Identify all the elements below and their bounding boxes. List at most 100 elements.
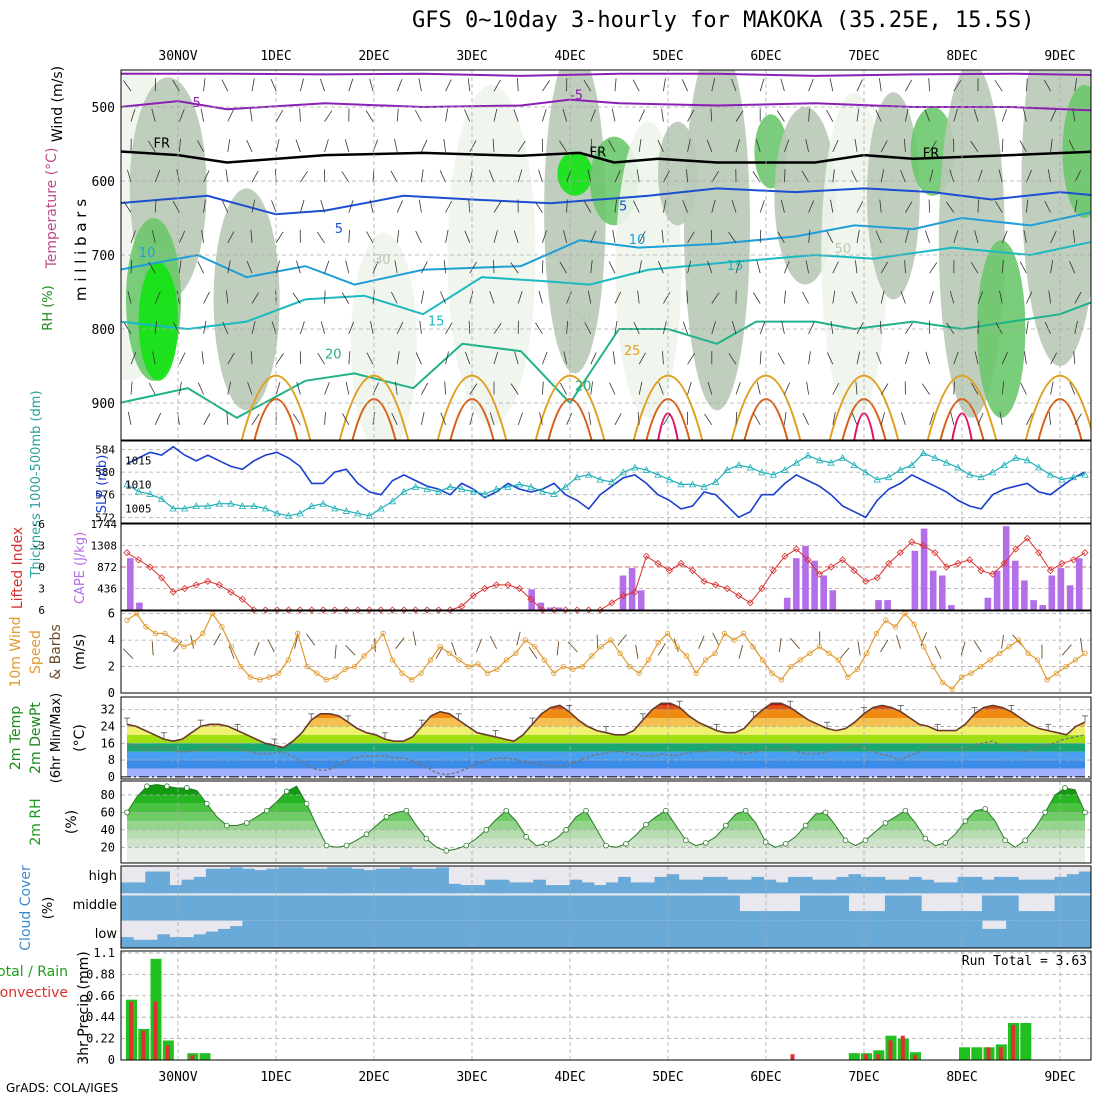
rh-shading bbox=[447, 84, 536, 426]
lifted-marker bbox=[896, 549, 904, 557]
lifted-marker bbox=[1058, 559, 1066, 567]
slp-marker bbox=[342, 507, 350, 514]
wind-speed-marker bbox=[807, 650, 813, 657]
upper-wind-barb bbox=[704, 413, 713, 426]
upper-wind-barb bbox=[953, 80, 962, 92]
upper-wind-barb bbox=[687, 381, 692, 395]
cloud-high-bar bbox=[145, 871, 158, 894]
wind-speed-marker bbox=[389, 657, 396, 663]
wind-speed-marker bbox=[977, 663, 984, 670]
wind10-barb bbox=[334, 644, 337, 659]
slp-marker bbox=[423, 485, 431, 493]
cloud-middle-bar bbox=[848, 911, 862, 921]
upper-wind-barb bbox=[759, 351, 762, 365]
upper-wind-barb bbox=[661, 229, 664, 243]
wind10-barb bbox=[556, 641, 560, 656]
upper-wind-barb bbox=[590, 109, 596, 122]
date-tick-bottom: 2DEC bbox=[358, 1070, 389, 1085]
cloud-high-bar bbox=[484, 879, 498, 894]
upper-wind-barb bbox=[366, 352, 374, 365]
rh-marker bbox=[1002, 837, 1008, 844]
date-tick-top: 5DEC bbox=[652, 49, 683, 64]
temp-contour-25 bbox=[926, 374, 998, 440]
temp-tick-label: 24 bbox=[101, 719, 115, 733]
upper-wind-barb bbox=[369, 78, 374, 92]
wind-speed-marker bbox=[731, 637, 737, 643]
upper-wind-barb bbox=[562, 108, 567, 122]
upper-wind-barb bbox=[784, 290, 786, 304]
upper-wind-barb bbox=[227, 231, 235, 244]
cloud-high-bar bbox=[715, 876, 728, 894]
precip-tick-label: 0.88 bbox=[86, 967, 115, 981]
wind-speed-marker bbox=[797, 657, 804, 663]
upper-wind-barb bbox=[538, 169, 543, 183]
temp-band bbox=[127, 703, 1085, 706]
upper-wind-barb bbox=[488, 169, 495, 183]
upper-wind-barb bbox=[953, 381, 955, 395]
slp-marker bbox=[792, 458, 801, 466]
upper-wind-barb bbox=[663, 413, 671, 426]
wind-speed-marker bbox=[854, 666, 861, 672]
lifted-marker bbox=[873, 574, 881, 582]
cloud-middle-bar bbox=[1030, 911, 1043, 921]
date-tick-bottom: 5DEC bbox=[652, 1070, 683, 1085]
cloud-low-bar bbox=[290, 920, 304, 948]
cape-bar bbox=[884, 600, 891, 610]
cloud-high-bar bbox=[957, 876, 971, 894]
wind-speed-marker bbox=[475, 661, 481, 667]
upper-wind-barb bbox=[856, 351, 861, 365]
wind-speed-marker bbox=[446, 650, 453, 657]
lifted-marker bbox=[1000, 559, 1008, 567]
cloud-low-bar bbox=[751, 920, 765, 948]
cape-bar bbox=[637, 590, 645, 610]
upper-wind-barb bbox=[657, 261, 664, 274]
upper-wind-barb bbox=[443, 260, 446, 274]
upper-wind-barb bbox=[856, 108, 860, 122]
upper-wind-barb bbox=[731, 78, 737, 92]
rh-marker bbox=[1042, 809, 1048, 816]
upper-wind-barb bbox=[275, 260, 280, 274]
cloud-low-bar bbox=[399, 920, 413, 948]
upper-wind-barb bbox=[1020, 382, 1027, 395]
slp-marker bbox=[215, 499, 224, 507]
rh-marker bbox=[782, 841, 789, 847]
lifted-marker bbox=[1012, 545, 1020, 553]
upper-wind-barb bbox=[250, 229, 253, 243]
cloud-high-bar bbox=[884, 879, 898, 894]
lifted-marker bbox=[458, 602, 466, 610]
cape-bar bbox=[802, 545, 809, 610]
ylabel-celsius: (°C) bbox=[72, 724, 88, 752]
upper-wind-barb bbox=[421, 382, 429, 395]
upper-wind-barb bbox=[808, 321, 815, 335]
cloud-high-bar bbox=[169, 885, 183, 894]
lifted-marker bbox=[862, 577, 870, 585]
precip-total-bar bbox=[199, 1053, 211, 1060]
temp-tick-label: 8 bbox=[108, 753, 115, 767]
slp-marker bbox=[700, 482, 708, 490]
cloud-middle-bar bbox=[1018, 911, 1031, 921]
slp-marker bbox=[527, 482, 535, 490]
rh-marker bbox=[204, 800, 210, 807]
cloud-middle-bar bbox=[606, 895, 619, 921]
lifted-marker bbox=[146, 563, 154, 571]
wind-speed-marker bbox=[181, 644, 187, 650]
upper-wind-barb bbox=[784, 169, 786, 183]
slp-marker bbox=[204, 502, 212, 510]
wind10-barb bbox=[306, 633, 316, 646]
wind10-barb bbox=[1001, 634, 1004, 649]
wind-speed-marker bbox=[427, 657, 434, 663]
cape-bar bbox=[1048, 575, 1056, 610]
rh-marker bbox=[822, 809, 829, 816]
cloud-middle-bar bbox=[133, 895, 146, 921]
cloud-low-bar bbox=[327, 920, 340, 948]
rh-band bbox=[127, 829, 1085, 839]
rh-marker bbox=[523, 834, 529, 840]
upper-wind-barb bbox=[1074, 321, 1078, 334]
upper-wind-barb bbox=[348, 200, 354, 213]
upper-wind-barb bbox=[203, 413, 211, 426]
upper-wind-barb bbox=[1048, 411, 1051, 425]
cloud-high-bar bbox=[909, 876, 922, 894]
temp-contour-label: FR bbox=[590, 146, 607, 161]
upper-wind-barb bbox=[805, 260, 809, 274]
cloud-middle-bar bbox=[472, 895, 486, 921]
